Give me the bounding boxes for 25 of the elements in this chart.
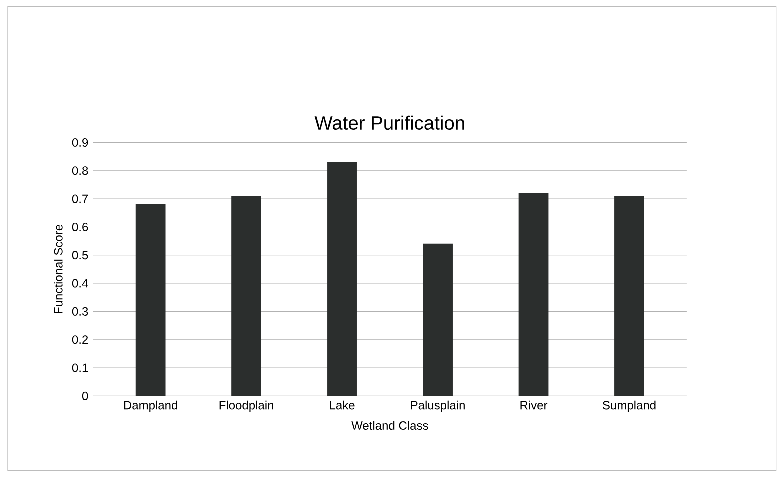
chart-title: Water Purification — [314, 116, 464, 130]
x-tick-label: Palusplain — [411, 400, 465, 412]
y-tick-label: 0.7 — [72, 194, 88, 204]
x-tick-label: Dampland — [124, 400, 178, 412]
y-tick-label: 0 — [82, 392, 88, 400]
bar — [136, 204, 166, 396]
y-axis-title: Functional Score — [54, 225, 63, 314]
bar — [327, 162, 358, 396]
y-tick-label: 0.5 — [72, 251, 88, 260]
y-tick-label: 0.2 — [72, 336, 88, 344]
y-tick-label: 0.3 — [72, 307, 88, 316]
x-tick-label: River — [520, 400, 548, 410]
bar — [232, 196, 262, 396]
y-tick-label: 0.6 — [72, 223, 88, 232]
x-tick-label: Sumpland — [603, 400, 656, 412]
x-axis-title: Wetland Class — [352, 421, 428, 430]
y-tick-label: 0.1 — [72, 364, 88, 372]
x-tick-label: Lake — [330, 400, 355, 410]
y-tick-label: 0.8 — [72, 166, 88, 176]
x-tick-label: Floodplain — [220, 400, 274, 412]
y-tick-label: 0.4 — [72, 279, 88, 288]
bar — [423, 244, 453, 396]
bar — [614, 196, 644, 396]
y-tick-label: 0.9 — [72, 138, 88, 148]
bar — [518, 193, 549, 396]
